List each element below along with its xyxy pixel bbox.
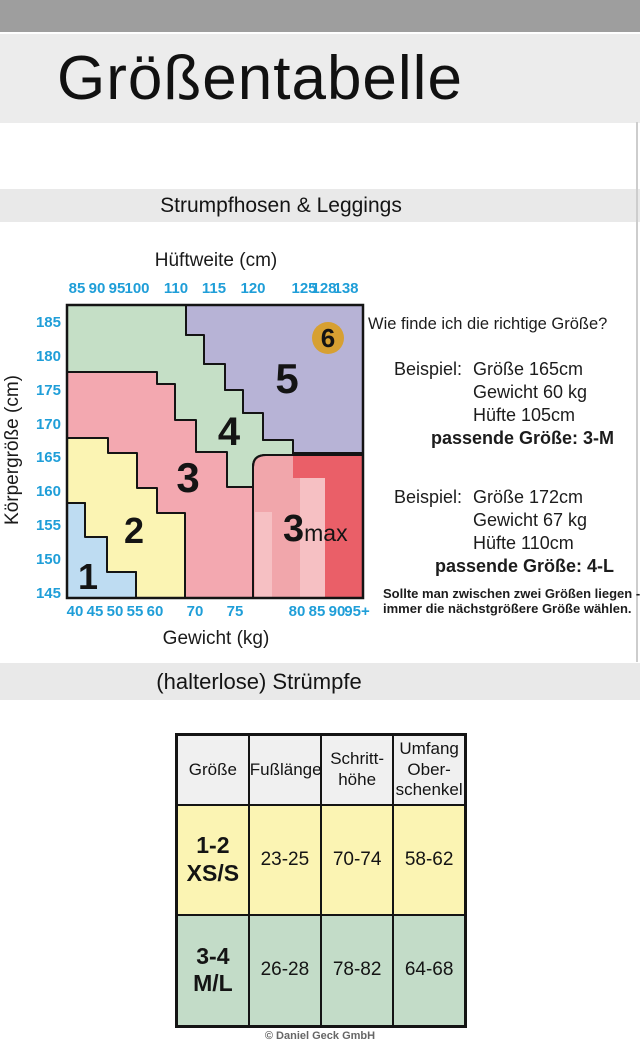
svg-text:60: 60 xyxy=(147,603,164,620)
svg-text:2: 2 xyxy=(124,510,144,551)
svg-text:45: 45 xyxy=(87,603,104,620)
svg-text:75: 75 xyxy=(227,603,244,620)
svg-text:125: 125 xyxy=(291,280,316,297)
page-title: Größentabelle xyxy=(57,44,463,113)
svg-text:Gewicht (kg): Gewicht (kg) xyxy=(163,628,270,649)
svg-text:160: 160 xyxy=(36,483,61,500)
svg-text:3max: 3max xyxy=(283,508,348,550)
example-1-hip: Hüfte 105cm xyxy=(473,405,576,425)
stockings-size-table: Größe Fußlänge Schritt- höhe Umfang Ober… xyxy=(175,733,467,1028)
svg-text:5: 5 xyxy=(275,355,298,402)
col-header-groesse: Größe xyxy=(175,733,250,806)
section-header-tights-label: Strumpfhosen & Leggings xyxy=(160,194,402,217)
section-header-stockings: (halterlose) Strümpfe xyxy=(0,663,640,700)
example-2-weight: Gewicht 67 kg xyxy=(473,510,588,530)
svg-text:85: 85 xyxy=(69,280,86,297)
svg-text:185: 185 xyxy=(36,314,61,331)
svg-text:3: 3 xyxy=(176,454,199,501)
copyright-notice: © Daniel Geck GmbH xyxy=(264,1030,376,1042)
svg-text:100: 100 xyxy=(124,280,149,297)
svg-text:80: 80 xyxy=(289,603,306,620)
guide-heading: Wie finde ich die richtige Größe? xyxy=(368,315,608,333)
example-1-height: Größe 165cm xyxy=(473,359,584,379)
svg-text:165: 165 xyxy=(36,449,61,466)
crotch-height-cell: 70-74 xyxy=(319,803,395,916)
foot-length-cell: 26-28 xyxy=(247,913,323,1028)
svg-text:180: 180 xyxy=(36,348,61,365)
svg-text:155: 155 xyxy=(36,517,61,534)
crotch-height-cell: 78-82 xyxy=(319,913,395,1028)
svg-text:Hüftweite (cm): Hüftweite (cm) xyxy=(155,250,277,271)
svg-text:95+: 95+ xyxy=(344,603,370,620)
thigh-girth-cell: 64-68 xyxy=(392,913,467,1028)
thigh-girth-cell: 58-62 xyxy=(392,803,467,916)
between-sizes-note-line-1: Sollte man zwischen zwei Größen liegen - xyxy=(383,586,640,601)
section-header-tights: Strumpfhosen & Leggings xyxy=(0,189,640,222)
svg-text:50: 50 xyxy=(107,603,124,620)
right-edge-divider xyxy=(636,122,638,662)
svg-text:95: 95 xyxy=(109,280,126,297)
svg-text:55: 55 xyxy=(127,603,144,620)
svg-text:1: 1 xyxy=(78,556,98,597)
size-cell-m-l: 3-4 M/L xyxy=(175,913,250,1028)
svg-text:85: 85 xyxy=(309,603,326,620)
svg-text:150: 150 xyxy=(36,551,61,568)
example-1-label: Beispiel: xyxy=(394,359,463,379)
example-1-result: passende Größe: 3-M xyxy=(430,428,614,448)
size-cell-xs-s: 1-2 XS/S xyxy=(175,803,250,916)
svg-text:90: 90 xyxy=(89,280,106,297)
table-row: 3-4 M/L 26-28 78-82 64-68 xyxy=(175,913,467,1028)
svg-text:40: 40 xyxy=(67,603,84,620)
svg-text:145: 145 xyxy=(36,585,61,602)
example-2-result: passende Größe: 4-L xyxy=(434,556,614,576)
svg-text:115: 115 xyxy=(202,280,226,297)
table-header-row: Größe Fußlänge Schritt- höhe Umfang Ober… xyxy=(175,733,467,806)
example-2-hip: Hüfte 110cm xyxy=(473,533,574,553)
svg-text:175: 175 xyxy=(36,382,61,399)
svg-text:Körpergröße (cm): Körpergröße (cm) xyxy=(2,375,23,525)
section-header-stockings-label: (halterlose) Strümpfe xyxy=(156,669,362,694)
col-header-umfang-oberschenkel: Umfang Ober- schenkel xyxy=(392,733,467,806)
svg-text:4: 4 xyxy=(218,410,241,454)
svg-text:170: 170 xyxy=(36,416,61,433)
svg-text:90: 90 xyxy=(329,603,346,620)
svg-text:128: 128 xyxy=(311,280,336,297)
example-2-label: Beispiel: xyxy=(394,487,463,507)
table-row: 1-2 XS/S 23-25 70-74 58-62 xyxy=(175,803,467,916)
col-header-schritthoehe: Schritt- höhe xyxy=(319,733,395,806)
col-header-fusslaenge: Fußlänge xyxy=(247,733,323,806)
svg-text:6: 6 xyxy=(321,323,335,353)
top-gray-bar xyxy=(0,0,640,32)
example-1-weight: Gewicht 60 kg xyxy=(473,382,588,402)
foot-length-cell: 23-25 xyxy=(247,803,323,916)
svg-text:120: 120 xyxy=(240,280,265,297)
svg-text:138: 138 xyxy=(333,280,358,297)
svg-text:110: 110 xyxy=(164,280,188,297)
between-sizes-note-line-2: immer die nächstgrößere Größe wählen. xyxy=(383,601,632,616)
title-band: Größentabelle xyxy=(0,34,640,123)
svg-text:70: 70 xyxy=(187,603,204,620)
example-2-height: Größe 172cm xyxy=(473,487,584,507)
